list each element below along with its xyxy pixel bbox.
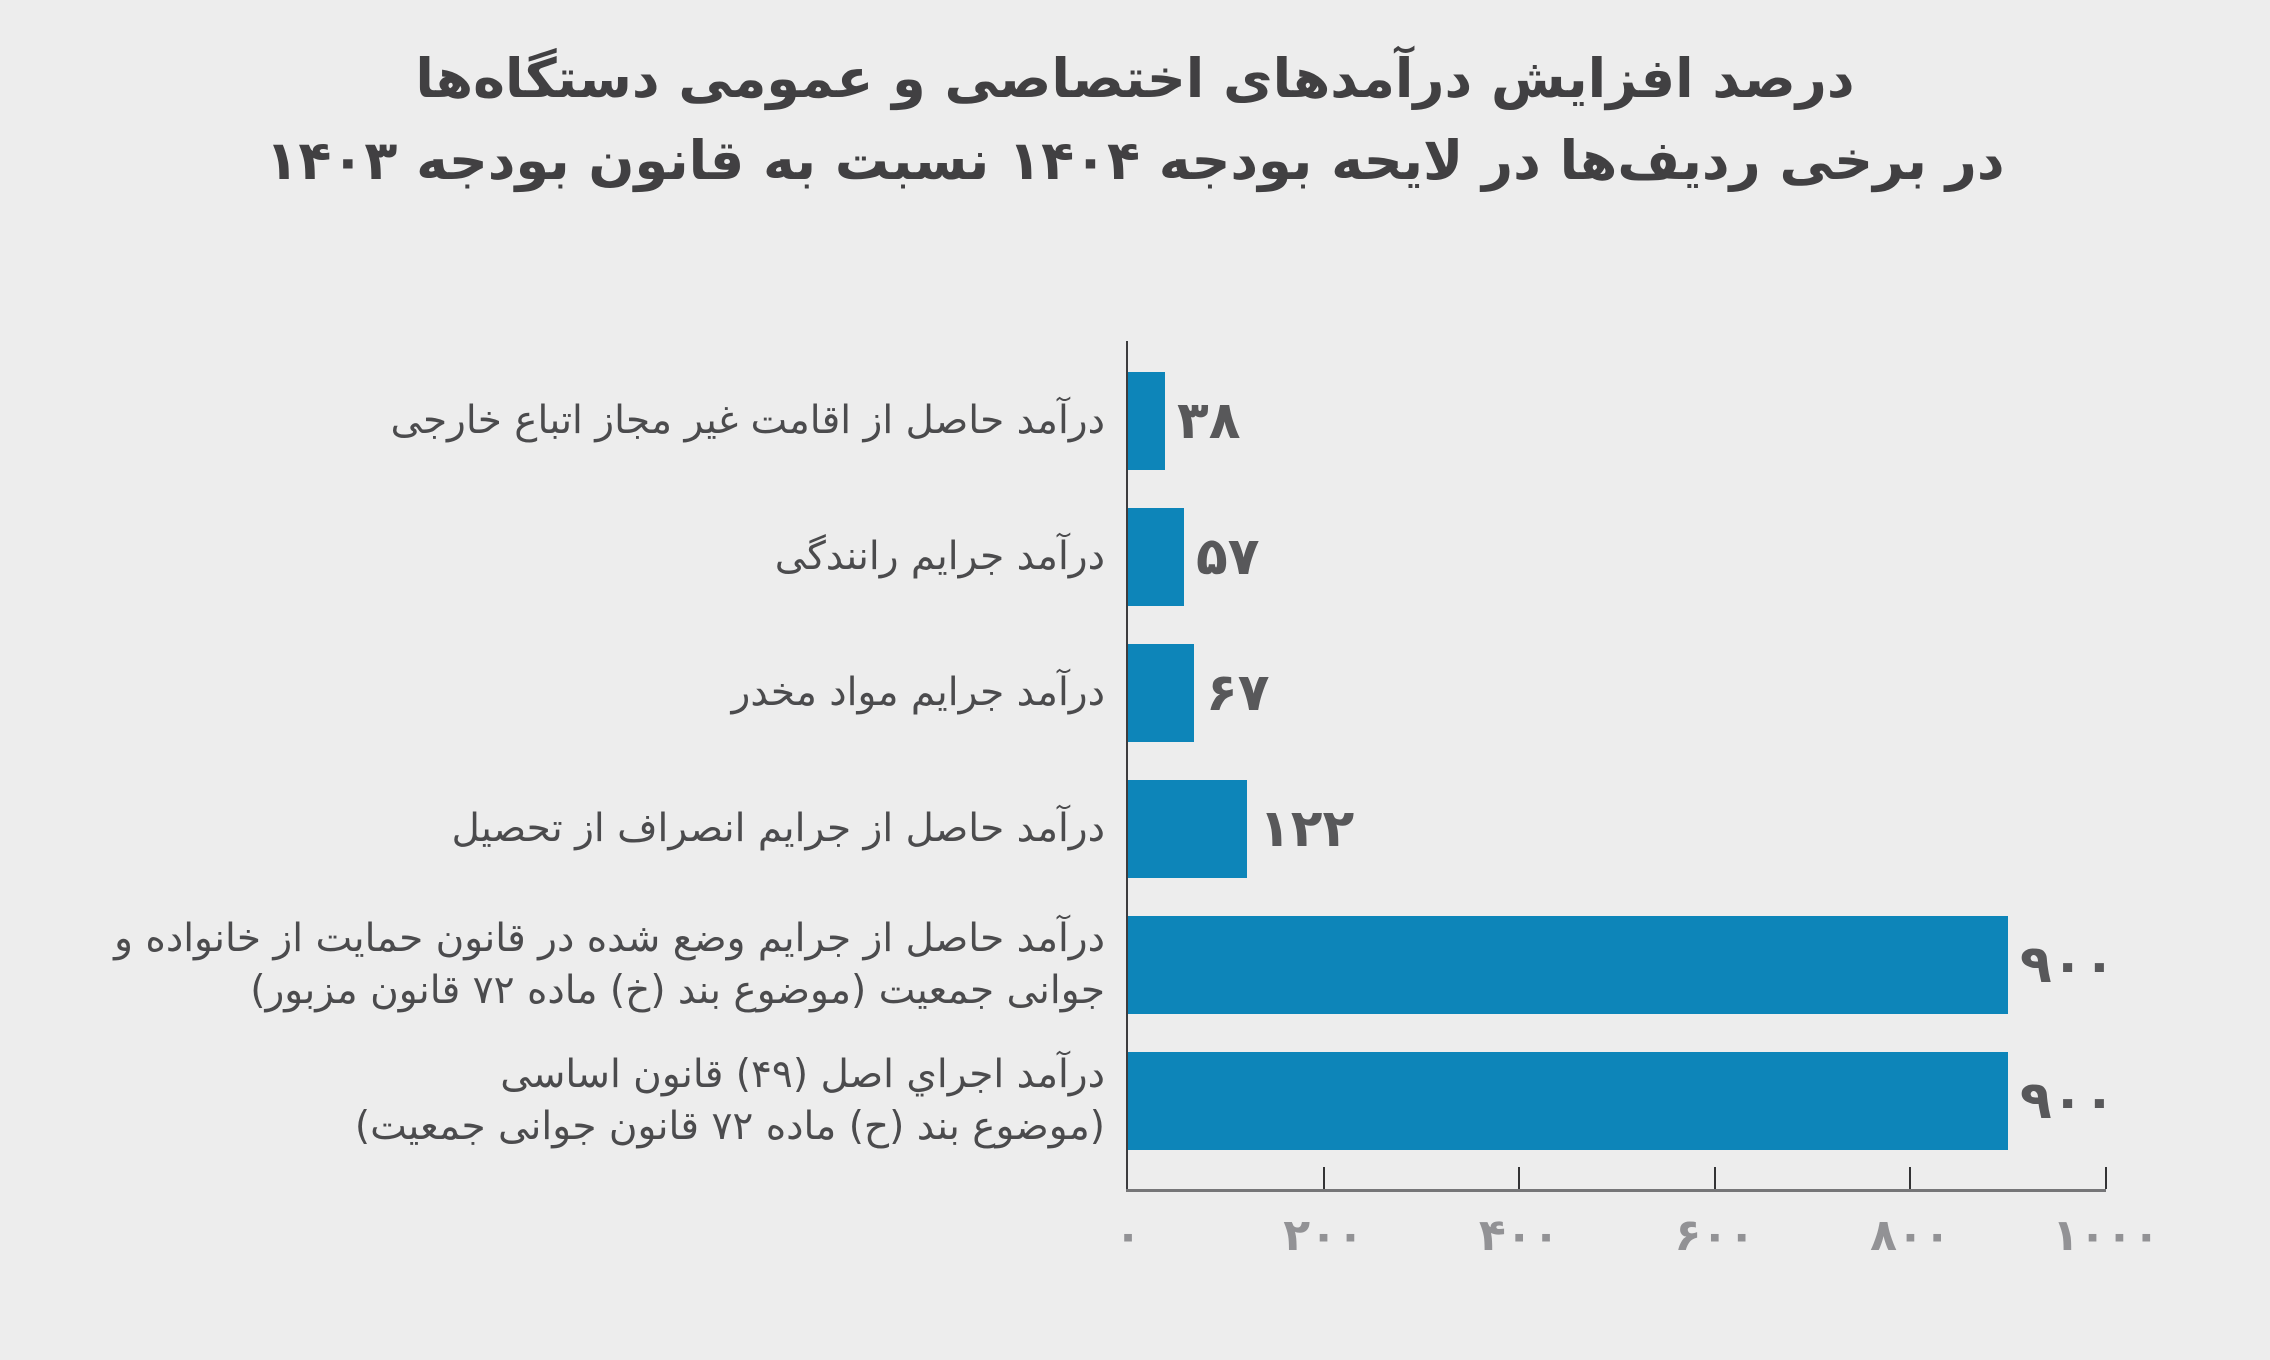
bar [1128,508,1184,606]
bar-value-label: ۱۲۲ [1259,799,1355,859]
bar-value-label: ۵۷ [1196,527,1260,587]
x-axis-line [1126,1189,2106,1192]
bar-value-label: ۶۷ [1206,663,1270,723]
bar [1128,644,1194,742]
x-axis-tick [1322,1167,1325,1189]
x-axis-tick-label: ۶۰۰ [1674,1210,1756,1261]
x-axis-tick-label: ۰ [1114,1210,1142,1261]
category-label: درآمد جرایم رانندگی [774,534,1105,579]
category-label: درآمد اجراي اصل (۴۹) قانون اساسی (موضوع … [354,1052,1105,1149]
chart-title-line-2: در برخی ردیف‌ها در لایحه بودجه ۱۴۰۴ نسبت… [265,129,2005,192]
category-label: درآمد جرایم مواد مخدر [731,670,1105,715]
bar [1128,372,1165,470]
chart-title: درصد افزایش درآمدهای اختصاصی و عمومی دست… [0,38,2270,202]
bar-value-label: ۹۰۰ [2020,935,2116,995]
x-axis-tick [2105,1167,2107,1189]
bar-value-label: ۹۰۰ [2020,1071,2116,1131]
bar [1128,780,1247,878]
y-axis-line [1126,341,1128,1190]
x-axis-tick-label: ۲۰۰ [1283,1210,1364,1261]
x-axis-tick [1713,1167,1716,1189]
x-axis-tick-label: ۱۰۰۰ [2052,1210,2160,1261]
x-axis-tick-label: ۴۰۰ [1478,1210,1560,1261]
x-axis-tick [1909,1167,1912,1189]
category-label: درآمد حاصل از اقامت غیر مجاز اتباع خارجی [390,398,1105,443]
x-axis-tick [1518,1167,1521,1189]
category-label: درآمد حاصل از جرایم انصراف از تحصیل [451,806,1105,851]
bar [1128,916,2008,1014]
bar-value-label: ۳۸ [1177,391,1241,451]
category-label: درآمد حاصل از جرایم وضع شده در قانون حما… [114,916,1105,1013]
x-axis-tick-label: ۸۰۰ [1870,1210,1951,1261]
bar [1128,1052,2008,1150]
chart-title-line-1: درصد افزایش درآمدهای اختصاصی و عمومی دست… [415,47,1855,110]
